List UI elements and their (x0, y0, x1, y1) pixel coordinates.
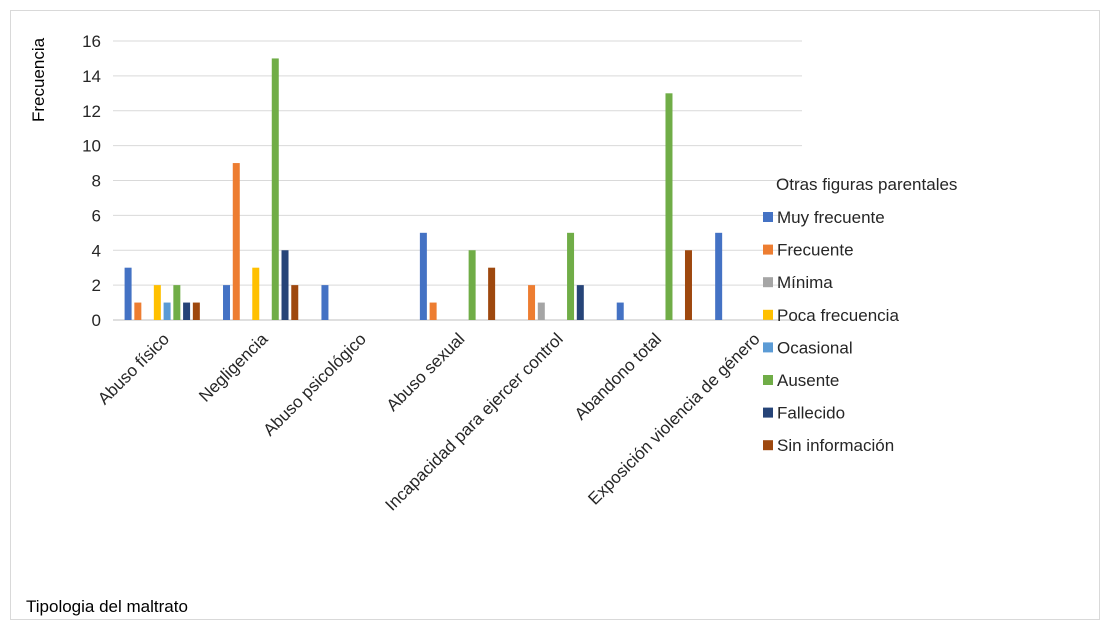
x-category-label: Abuso físico (94, 329, 173, 408)
y-tick-label: 14 (82, 67, 101, 86)
legend-label: Fallecido (777, 404, 845, 423)
bar (223, 285, 231, 320)
bar (576, 285, 584, 320)
bar (321, 285, 329, 320)
legend-swatch (763, 375, 773, 385)
x-category-label: Abuso sexual (383, 329, 469, 415)
bar (429, 302, 437, 320)
legend-swatch (763, 244, 773, 255)
legend-label: Poca frecuencia (777, 306, 899, 325)
legend-label: Ocasional (777, 338, 853, 357)
bar (468, 250, 476, 320)
x-category-label: Incapacidad para ejercer control (382, 329, 567, 514)
legend-swatch (763, 309, 773, 320)
y-tick-labels: 0 2 4 6 8 10 12 14 16 (82, 32, 101, 330)
y-axis-title: Frecuencia (29, 37, 48, 122)
x-category-label: Negligencia (195, 329, 272, 406)
bar (134, 302, 142, 320)
bar (528, 285, 536, 320)
bar (665, 93, 673, 320)
legend-label: Sin información (777, 436, 894, 455)
legend-swatch (763, 407, 773, 418)
bar (537, 302, 545, 320)
x-category-label: Abandono total (571, 329, 665, 423)
gridlines (113, 40, 802, 321)
legend-label: Ausente (777, 371, 839, 390)
bar (281, 250, 289, 320)
x-category-label: Exposición violencia de género (584, 329, 763, 508)
bar (616, 302, 624, 320)
bar (163, 302, 171, 320)
y-tick-label: 10 (82, 137, 101, 156)
bar (684, 250, 692, 320)
bar (271, 58, 279, 320)
y-tick-label: 12 (82, 102, 101, 121)
bar (291, 285, 299, 320)
y-tick-label: 16 (82, 32, 101, 51)
bar (173, 285, 181, 320)
legend-label: Frecuente (777, 241, 854, 260)
legend: Otras figuras parentales Muy frecuente Fr… (763, 175, 957, 455)
bar (124, 267, 132, 320)
bars (124, 58, 723, 320)
bar (715, 232, 723, 320)
legend-swatch (763, 277, 773, 288)
legend-swatch (763, 342, 773, 353)
bar (153, 285, 161, 320)
y-tick-label: 6 (92, 206, 101, 225)
legend-label: Muy frecuente (777, 208, 885, 227)
bar (183, 302, 191, 320)
bar (567, 232, 575, 320)
y-tick-label: 2 (92, 276, 101, 295)
legend-swatch (763, 440, 773, 451)
x-category-label: Abuso psicológico (260, 329, 370, 439)
legend-title: Otras figuras parentales (776, 175, 957, 194)
bar (252, 267, 260, 320)
bar (192, 302, 200, 320)
y-tick-label: 0 (92, 311, 101, 330)
bar (232, 163, 240, 320)
x-axis-title: Tipologia del maltrato (26, 597, 188, 616)
bar (488, 267, 496, 320)
y-tick-label: 4 (92, 241, 101, 260)
y-tick-label: 8 (92, 172, 101, 191)
legend-swatch (763, 212, 773, 222)
bar (419, 232, 427, 320)
chart-frame (10, 10, 1100, 620)
legend-label: Mínima (777, 273, 833, 292)
